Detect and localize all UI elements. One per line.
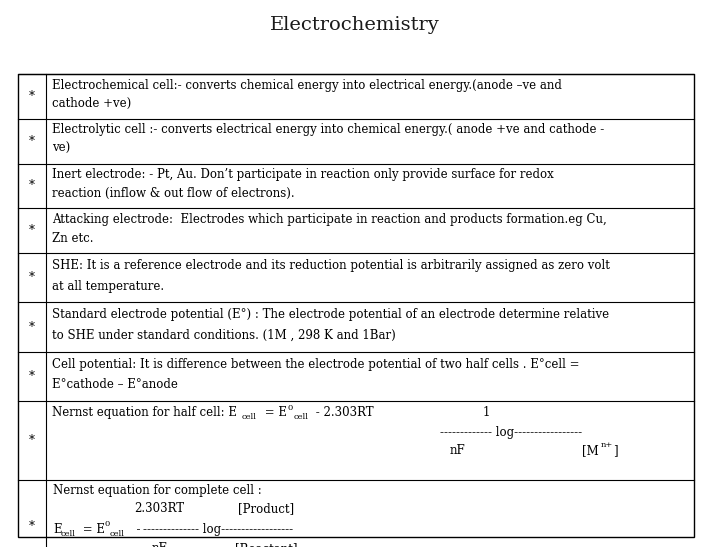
Text: = E: = E <box>79 523 105 536</box>
Text: - 2.303RT: - 2.303RT <box>312 406 373 420</box>
Text: nF: nF <box>152 542 168 547</box>
Text: cell: cell <box>60 530 75 538</box>
Text: to SHE under standard conditions. (1M , 298 K and 1Bar): to SHE under standard conditions. (1M , … <box>52 329 395 342</box>
Text: Electrochemical cell:- converts chemical energy into electrical energy.(anode –v: Electrochemical cell:- converts chemical… <box>52 79 562 91</box>
Text: Electrochemistry: Electrochemistry <box>270 16 440 33</box>
Text: Nernst equation for complete cell :: Nernst equation for complete cell : <box>53 484 262 497</box>
Text: cell: cell <box>293 413 308 421</box>
Text: -: - <box>129 523 140 536</box>
Text: E°cathode – E°anode: E°cathode – E°anode <box>52 378 178 391</box>
Text: *: * <box>29 224 35 237</box>
Text: E: E <box>53 523 62 536</box>
Text: *: * <box>29 321 35 334</box>
Text: [Product]: [Product] <box>238 502 295 515</box>
Text: reaction (inflow & out flow of electrons).: reaction (inflow & out flow of electrons… <box>52 187 295 200</box>
Text: ------------- log-----------------: ------------- log----------------- <box>440 426 582 439</box>
Text: n+: n+ <box>601 441 613 449</box>
Text: [M: [M <box>582 444 599 457</box>
Text: SHE: It is a reference electrode and its reduction potential is arbitrarily assi: SHE: It is a reference electrode and its… <box>52 259 610 272</box>
Text: Attacking electrode:  Electrodes which participate in reaction and products form: Attacking electrode: Electrodes which pa… <box>52 213 606 226</box>
Text: Zn etc.: Zn etc. <box>52 232 93 245</box>
Text: cathode +ve): cathode +ve) <box>52 97 131 110</box>
Text: Standard electrode potential (E°) : The electrode potential of an electrode dete: Standard electrode potential (E°) : The … <box>52 309 609 321</box>
Text: *: * <box>29 179 35 193</box>
Bar <box>18 74 694 537</box>
Text: *: * <box>29 520 35 533</box>
Text: cell: cell <box>242 413 257 421</box>
Text: cell: cell <box>110 530 125 538</box>
Text: 2.303RT: 2.303RT <box>135 502 185 515</box>
Text: *: * <box>29 90 35 103</box>
Text: *: * <box>29 370 35 383</box>
Text: 1: 1 <box>483 406 490 420</box>
Text: ve): ve) <box>52 142 70 155</box>
Text: = E: = E <box>261 406 287 420</box>
Text: Inert electrode: - Pt, Au. Don’t participate in reaction only provide surface fo: Inert electrode: - Pt, Au. Don’t partici… <box>52 168 554 181</box>
Text: 0: 0 <box>288 404 293 411</box>
Text: Nernst equation for half cell: E: Nernst equation for half cell: E <box>52 406 237 420</box>
Text: ]: ] <box>613 444 618 457</box>
Text: *: * <box>29 271 35 284</box>
Text: -------------- log------------------: -------------- log------------------ <box>143 523 293 536</box>
Text: Electrolytic cell :- converts electrical energy into chemical energy.( anode +ve: Electrolytic cell :- converts electrical… <box>52 124 604 136</box>
Text: Cell potential: It is difference between the electrode potential of two half cel: Cell potential: It is difference between… <box>52 358 579 370</box>
Text: nF: nF <box>450 444 466 457</box>
Text: [Reactant]: [Reactant] <box>235 542 297 547</box>
Text: 0: 0 <box>104 520 109 528</box>
Text: at all temperature.: at all temperature. <box>52 280 164 293</box>
Text: *: * <box>29 434 35 447</box>
Text: *: * <box>29 135 35 148</box>
